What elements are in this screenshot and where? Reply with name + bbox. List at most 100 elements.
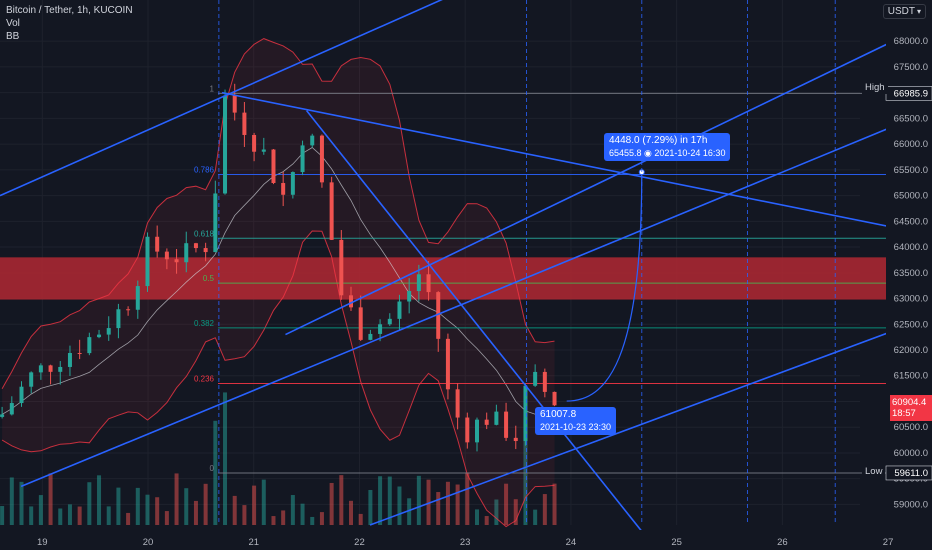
volume-bar <box>0 506 5 525</box>
high-tag-label: High <box>865 82 885 93</box>
volume-bar <box>203 483 208 525</box>
candle-body <box>349 295 354 308</box>
volume-bar <box>213 420 218 525</box>
volume-bar <box>232 495 237 525</box>
price-tick-label: 63000.0 <box>894 294 928 305</box>
price-tick-label: 60500.0 <box>894 422 928 433</box>
volume-bar <box>19 481 24 525</box>
volume-bar <box>174 473 179 525</box>
bollinger-indicator-label[interactable]: BB <box>6 31 20 42</box>
candle-body <box>494 411 499 425</box>
candle-body <box>290 172 295 195</box>
volume-bar <box>387 476 392 525</box>
fib-level-label: 0.382 <box>194 319 215 328</box>
point-time: 2021-10-23 23:30 <box>540 422 612 432</box>
time-tick-label: 27 <box>883 537 894 548</box>
volume-bar <box>242 505 247 525</box>
currency-label: USDT <box>887 6 915 17</box>
projection-box[interactable]: 4448.0 (7.29%) in 17h 65455.8 ◉ 2021-10-… <box>604 133 731 161</box>
volume-bar <box>116 487 121 525</box>
volume-bar <box>465 472 470 525</box>
trendline <box>369 318 926 526</box>
candle-body <box>164 251 169 260</box>
candle-body <box>552 391 557 406</box>
trendlines <box>0 0 926 536</box>
candle-body <box>513 437 518 442</box>
price-tick-label: 66500.0 <box>894 113 928 124</box>
candle-body <box>542 371 547 392</box>
candle-body <box>203 248 208 253</box>
volume-bar <box>475 509 480 525</box>
fib-level-label: 0 <box>210 464 215 473</box>
candle-body <box>407 291 412 302</box>
candle-body <box>339 239 344 296</box>
high-tag: High <box>862 81 888 94</box>
time-tick-label: 19 <box>37 537 48 548</box>
candle-body <box>0 414 5 417</box>
candle-body <box>116 309 121 329</box>
volume-bar <box>271 516 276 525</box>
bollinger-lower <box>1 230 555 528</box>
candle-body <box>310 135 315 146</box>
volume-bar <box>135 487 140 525</box>
volume-bar <box>281 510 286 525</box>
candle-body <box>67 352 72 367</box>
volume-bar <box>145 494 150 525</box>
fib-level-label: 0.5 <box>203 274 215 283</box>
volume-indicator-label[interactable]: Vol <box>6 18 20 29</box>
candle-body <box>271 149 276 184</box>
low-tag: Low <box>862 465 886 478</box>
price-tick-label: 64500.0 <box>894 216 928 227</box>
fib-level-label: 0.236 <box>194 374 215 383</box>
candle-body <box>378 324 383 334</box>
time-axis: 19 20 21 22 23 24 25 26 27 <box>0 530 932 550</box>
low-value-badge <box>885 465 932 481</box>
currency-button[interactable]: USDT ▾ <box>882 4 926 19</box>
volume-bar <box>48 473 53 525</box>
candle-body <box>465 417 470 443</box>
volume-bar <box>67 504 72 525</box>
volume-bar <box>455 484 460 525</box>
volume-bar <box>290 495 295 525</box>
volume-bar <box>38 495 43 525</box>
symbol-title[interactable]: Bitcoin / Tether, 1h, KUCOIN <box>6 5 133 16</box>
candle-body <box>368 333 373 340</box>
candle-body <box>19 386 24 404</box>
candle-body <box>193 243 198 249</box>
volume-bar <box>29 506 34 525</box>
volume-bar <box>329 482 334 525</box>
time-tick-label: 22 <box>354 537 365 548</box>
time-tick-label: 21 <box>248 537 259 548</box>
time-axis-bg <box>0 530 932 550</box>
price-tick-label: 62000.0 <box>894 345 928 356</box>
volume-bar <box>378 476 383 525</box>
volume-bar <box>436 492 441 525</box>
current-price-badge: 60904.4 18:57 <box>890 395 932 421</box>
low-value-text: 59611.0 <box>894 468 928 479</box>
price-tick-label: 67500.0 <box>894 62 928 73</box>
price-tick-label: 60000.0 <box>894 448 928 459</box>
candle-body <box>38 365 43 373</box>
volume-bar <box>126 512 131 525</box>
trendline <box>0 0 443 197</box>
price-tick-label: 64000.0 <box>894 242 928 253</box>
candle-countdown: 18:57 <box>892 408 916 419</box>
candle-body <box>252 134 257 152</box>
price-tick-label: 68000.0 <box>894 36 928 47</box>
price-tick-label: 63500.0 <box>894 268 928 279</box>
candle-body <box>475 419 480 443</box>
candle-body <box>145 236 150 287</box>
projection-curve <box>566 172 643 402</box>
projection-target: 65455.8 ◉ 2021-10-24 16:30 <box>609 148 726 158</box>
point-box[interactable]: 61007.8 2021-10-23 23:30 <box>535 407 617 435</box>
candle-body <box>135 286 140 310</box>
candle-body <box>58 366 63 372</box>
price-tick-label: 65000.0 <box>894 191 928 202</box>
candle-body <box>397 301 402 319</box>
candle-body <box>436 292 441 339</box>
high-value-text: 66985.9 <box>894 88 928 99</box>
volume-bar <box>426 479 431 525</box>
candle-body <box>445 338 450 390</box>
candle-body <box>358 307 363 340</box>
